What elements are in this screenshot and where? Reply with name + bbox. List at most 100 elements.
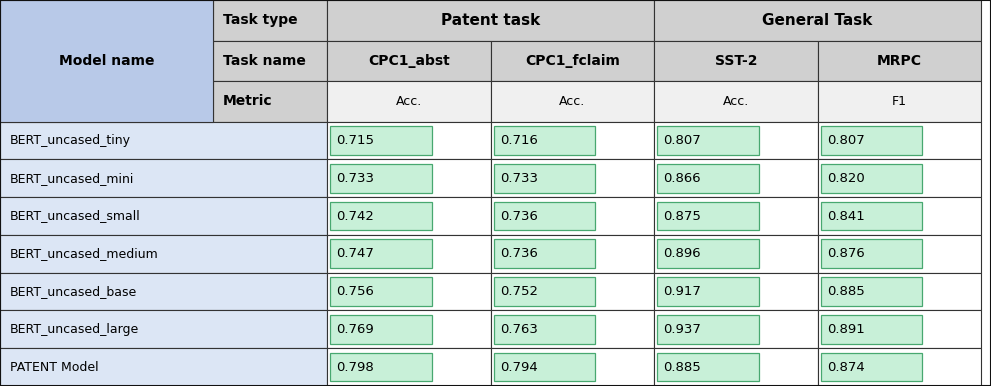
Text: BERT_uncased_medium: BERT_uncased_medium [10,247,159,260]
Text: 0.716: 0.716 [499,134,538,147]
Bar [491,197,654,235]
Text: 0.715: 0.715 [336,134,375,147]
Text: 0.798: 0.798 [336,361,374,374]
FancyBboxPatch shape [657,201,759,230]
Text: PATENT Model: PATENT Model [10,361,98,374]
Text: 0.736: 0.736 [499,247,538,260]
Bar [213,0,327,41]
FancyBboxPatch shape [330,353,432,381]
FancyBboxPatch shape [821,239,923,268]
Text: 0.747: 0.747 [336,247,375,260]
Bar [491,310,654,348]
Text: 0.841: 0.841 [826,210,864,222]
Bar [327,348,491,386]
Bar [818,159,981,197]
Bar [818,81,981,122]
FancyBboxPatch shape [821,277,923,306]
Bar [654,310,818,348]
Bar [654,273,818,310]
FancyBboxPatch shape [821,353,923,381]
Bar [491,159,654,197]
FancyBboxPatch shape [821,201,923,230]
Bar [818,122,981,159]
Text: 0.742: 0.742 [336,210,375,222]
Bar [818,348,981,386]
Text: 0.875: 0.875 [663,210,702,222]
Bar [0,310,327,348]
Text: 0.896: 0.896 [663,247,701,260]
Text: Metric: Metric [223,94,273,108]
Bar [654,81,818,122]
Text: SST-2: SST-2 [715,54,757,68]
Text: General Task: General Task [762,13,873,28]
FancyBboxPatch shape [494,277,596,306]
Bar [0,235,327,273]
Text: Acc.: Acc. [559,95,586,108]
Bar [491,81,654,122]
Text: 0.756: 0.756 [336,285,375,298]
FancyBboxPatch shape [330,164,432,193]
Text: 0.885: 0.885 [826,285,864,298]
Text: MRPC: MRPC [877,54,922,68]
FancyBboxPatch shape [821,315,923,344]
Text: 0.885: 0.885 [663,361,701,374]
Text: 0.769: 0.769 [336,323,374,336]
Bar [213,41,327,81]
Text: 0.866: 0.866 [663,172,701,185]
Bar [654,122,818,159]
FancyBboxPatch shape [494,239,596,268]
Bar [0,197,327,235]
Bar [491,273,654,310]
FancyBboxPatch shape [494,353,596,381]
Text: Patent task: Patent task [441,13,540,28]
Text: 0.807: 0.807 [663,134,701,147]
Bar [654,41,818,81]
Bar [213,81,327,122]
FancyBboxPatch shape [821,164,923,193]
Text: BERT_uncased_large: BERT_uncased_large [10,323,139,336]
Bar [818,235,981,273]
Text: BERT_uncased_mini: BERT_uncased_mini [10,172,135,185]
Bar [327,310,491,348]
Text: 0.820: 0.820 [826,172,864,185]
Bar [0,122,327,159]
Bar [327,81,491,122]
Text: CPC1_fclaim: CPC1_fclaim [525,54,619,68]
Bar [654,235,818,273]
Text: Task type: Task type [223,13,297,27]
Bar [327,273,491,310]
Bar [491,235,654,273]
FancyBboxPatch shape [657,277,759,306]
FancyBboxPatch shape [657,353,759,381]
Text: Task name: Task name [223,54,306,68]
FancyBboxPatch shape [657,315,759,344]
Bar [654,197,818,235]
FancyBboxPatch shape [330,201,432,230]
Text: 0.874: 0.874 [826,361,864,374]
FancyBboxPatch shape [330,315,432,344]
Text: Acc.: Acc. [395,95,422,108]
Bar [0,41,213,81]
Bar [0,159,327,197]
FancyBboxPatch shape [494,201,596,230]
Text: 0.733: 0.733 [336,172,375,185]
Text: 0.736: 0.736 [499,210,538,222]
Text: 0.794: 0.794 [499,361,537,374]
Bar [0,81,213,122]
FancyBboxPatch shape [494,315,596,344]
FancyBboxPatch shape [494,164,596,193]
Bar [491,122,654,159]
FancyBboxPatch shape [330,126,432,155]
Text: 0.733: 0.733 [499,172,538,185]
Bar [818,41,981,81]
FancyBboxPatch shape [330,239,432,268]
Bar [491,348,654,386]
Bar [0,0,213,122]
Bar [818,197,981,235]
Text: BERT_uncased_tiny: BERT_uncased_tiny [10,134,131,147]
FancyBboxPatch shape [657,239,759,268]
FancyBboxPatch shape [657,126,759,155]
Bar [654,348,818,386]
FancyBboxPatch shape [330,277,432,306]
Text: 0.876: 0.876 [826,247,864,260]
